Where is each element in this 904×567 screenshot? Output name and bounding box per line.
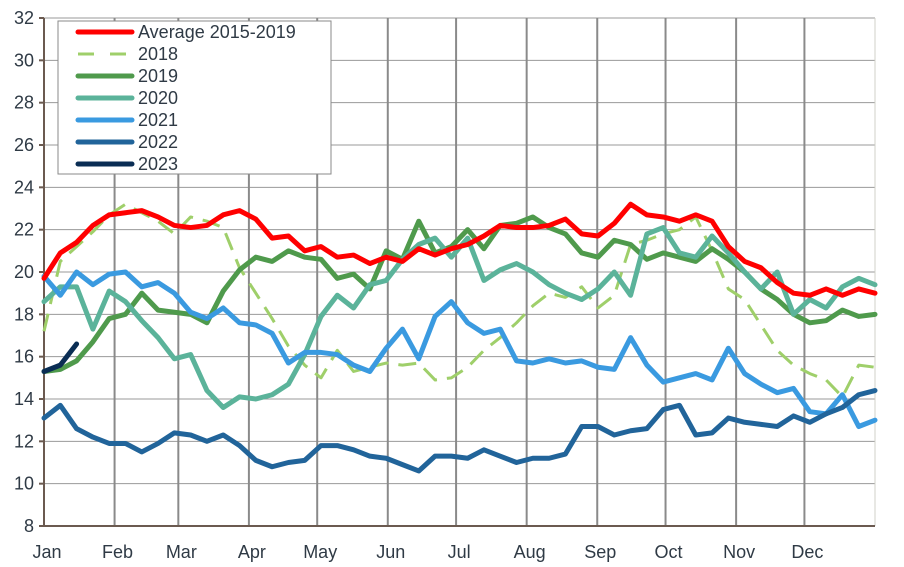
x-tick-label: Aug (514, 542, 546, 562)
y-tick-label: 26 (14, 135, 34, 155)
series-line-2021 (41, 269, 878, 430)
series-lines (41, 201, 878, 474)
y-tick-label: 30 (14, 50, 34, 70)
y-tick-label: 16 (14, 347, 34, 367)
legend-label: 2022 (138, 132, 178, 152)
y-tick-label: 8 (24, 516, 34, 536)
y-tick-label: 22 (14, 220, 34, 240)
y-tick-label: 14 (14, 389, 34, 409)
legend-label: 2019 (138, 66, 178, 86)
legend-label: 2023 (138, 154, 178, 174)
y-tick-label: 32 (14, 8, 34, 28)
series-line-average-2015-2019 (41, 201, 878, 298)
series-line-2018 (42, 202, 876, 399)
legend: Average 2015-201920182019202020212022202… (57, 20, 332, 175)
legend-label: 2021 (138, 110, 178, 130)
x-tick-label: Jan (32, 542, 61, 562)
y-tick-label: 28 (14, 93, 34, 113)
legend-label: 2020 (138, 88, 178, 108)
x-tick-label: Jun (376, 542, 405, 562)
y-tick-label: 20 (14, 262, 34, 282)
x-tick-label: Feb (102, 542, 133, 562)
series-line-2020 (41, 225, 878, 410)
x-tick-label: Dec (791, 542, 823, 562)
legend-label: Average 2015-2019 (138, 22, 296, 42)
x-tick-label: Oct (655, 542, 683, 562)
x-tick-label: Sep (584, 542, 616, 562)
y-axis-ticks: 8 10 12 14 16 18 20 22 24 26 28 30 32 (14, 8, 44, 536)
y-tick-label: 10 (14, 474, 34, 494)
x-tick-label: Nov (723, 542, 755, 562)
x-tick-label: Mar (166, 542, 197, 562)
x-tick-label: Apr (238, 542, 266, 562)
x-tick-label: Jul (448, 542, 471, 562)
series-line-2022 (41, 388, 878, 474)
legend-label: 2018 (138, 44, 178, 64)
series-line-2023 (41, 341, 80, 374)
x-tick-label: May (303, 542, 337, 562)
y-tick-label: 18 (14, 304, 34, 324)
y-tick-label: 12 (14, 431, 34, 451)
x-axis-ticks: Jan Feb Mar Apr May Jun Jul Aug Sep Oct Nov Dec (32, 542, 823, 562)
y-tick-label: 24 (14, 177, 34, 197)
